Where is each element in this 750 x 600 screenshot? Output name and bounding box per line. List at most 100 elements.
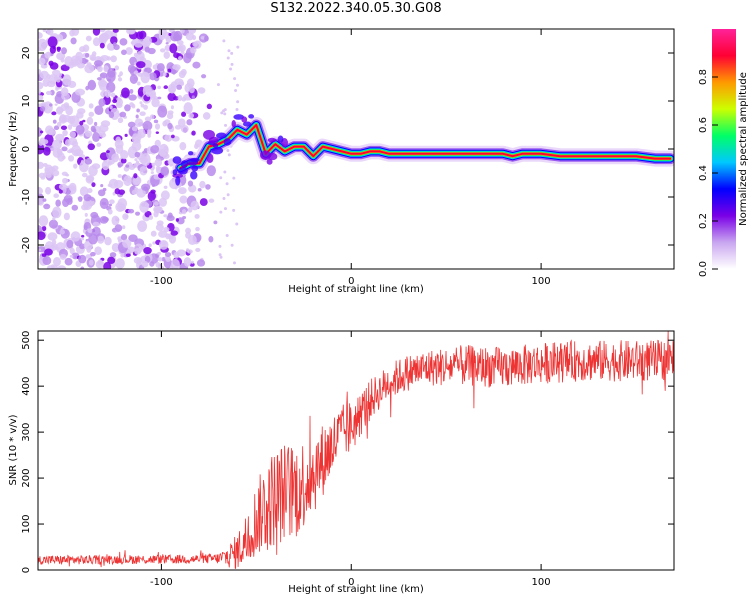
ridge-blotch xyxy=(266,158,273,165)
noise-blob xyxy=(65,105,73,116)
noise-blob xyxy=(57,265,67,269)
noise-blob xyxy=(117,74,121,78)
noise-blob xyxy=(87,228,93,233)
noise-blob xyxy=(56,46,61,53)
noise-blob xyxy=(46,128,56,136)
noise-blob xyxy=(135,51,145,62)
noise-blob xyxy=(150,230,157,237)
noise-blob xyxy=(47,36,58,48)
noise-blob xyxy=(40,176,46,180)
spectrogram-y-label: Frequency (Hz) xyxy=(8,111,19,187)
noise-blob xyxy=(179,195,188,204)
noise-blob xyxy=(42,139,49,145)
noise-blob xyxy=(190,200,199,211)
noise-blob xyxy=(183,102,193,115)
noise-blob xyxy=(56,34,64,42)
noise-blob xyxy=(194,213,200,219)
noise-blob xyxy=(81,172,88,178)
noise-blob xyxy=(114,188,121,195)
noise-blob xyxy=(197,187,202,192)
noise-blob xyxy=(84,201,91,208)
noise-blob xyxy=(99,29,106,33)
ridge-blotch xyxy=(172,156,182,164)
noise-blob xyxy=(101,160,110,171)
noise-blob xyxy=(199,180,206,189)
noise-blob xyxy=(161,257,166,262)
noise-dot xyxy=(218,253,222,257)
noise-blob xyxy=(158,239,169,250)
noise-blob xyxy=(59,229,66,235)
noise-blob xyxy=(79,243,86,250)
ridge-blotch xyxy=(208,136,219,145)
noise-blob xyxy=(173,251,180,259)
noise-blob xyxy=(88,259,94,266)
colorbar-tick-label: 0.0 xyxy=(698,261,709,277)
noise-blob xyxy=(125,164,130,168)
noise-blob xyxy=(143,247,152,255)
noise-blob xyxy=(151,98,160,108)
noise-blob xyxy=(117,174,122,178)
noise-blob xyxy=(114,65,120,71)
noise-blob xyxy=(85,218,89,222)
noise-blob xyxy=(46,29,54,36)
ridge-blotch xyxy=(242,121,252,127)
noise-blob xyxy=(98,98,106,107)
noise-blob xyxy=(44,52,51,59)
noise-dot xyxy=(223,112,227,116)
noise-blob xyxy=(84,63,95,74)
noise-blob xyxy=(133,173,138,179)
noise-blob xyxy=(58,189,63,194)
colorbar-ticks: 0.0 0.2 0.4 0.6 0.8 xyxy=(698,69,718,277)
noise-blob xyxy=(136,188,146,198)
noise-blob xyxy=(120,233,128,241)
noise-blob xyxy=(163,226,170,233)
noise-blob xyxy=(127,208,135,214)
noise-blob xyxy=(206,165,216,177)
ridge-blotch xyxy=(172,169,178,176)
noise-blob xyxy=(38,57,46,66)
noise-blob xyxy=(69,254,74,258)
noise-blob xyxy=(128,164,135,170)
snr-y-tick-label: 100 xyxy=(21,514,32,533)
noise-blob xyxy=(109,105,113,110)
noise-blob xyxy=(165,42,169,45)
noise-blob xyxy=(178,187,187,195)
noise-blob xyxy=(137,128,146,139)
noise-blob xyxy=(208,198,215,203)
noise-blob xyxy=(77,108,86,115)
noise-blob xyxy=(111,215,120,226)
noise-blob xyxy=(52,217,56,221)
noise-blob xyxy=(144,116,152,122)
noise-blob xyxy=(91,51,97,57)
noise-dot xyxy=(233,261,237,265)
noise-blob xyxy=(110,92,116,98)
ridge-core xyxy=(179,124,672,170)
noise-blob xyxy=(186,119,193,126)
noise-blob xyxy=(117,117,124,124)
noise-blob xyxy=(117,236,123,241)
noise-blob xyxy=(96,77,102,81)
noise-blob xyxy=(107,78,112,82)
noise-blob xyxy=(153,201,159,206)
ridge-blotch xyxy=(190,170,198,180)
ridge-blotch xyxy=(233,114,245,120)
noise-blob xyxy=(77,196,83,202)
noise-blob xyxy=(68,182,77,192)
ridge-blotch xyxy=(277,135,284,143)
noise-blob xyxy=(51,69,61,76)
noise-dot xyxy=(218,244,222,248)
ridge-blotch xyxy=(186,158,199,166)
noise-blob xyxy=(208,236,214,243)
noise-blob xyxy=(38,161,44,170)
noise-blob xyxy=(53,125,60,131)
noise-blob xyxy=(58,73,63,76)
noise-blob xyxy=(168,234,177,244)
noise-blob xyxy=(112,98,118,104)
noise-blob xyxy=(82,44,90,53)
noise-blob xyxy=(171,69,176,75)
chart-title: S132.2022.340.05.30.G08 xyxy=(270,1,442,16)
noise-blob xyxy=(76,152,80,156)
noise-blob xyxy=(38,186,44,196)
noise-blob xyxy=(188,86,195,94)
noise-blob xyxy=(50,147,55,152)
